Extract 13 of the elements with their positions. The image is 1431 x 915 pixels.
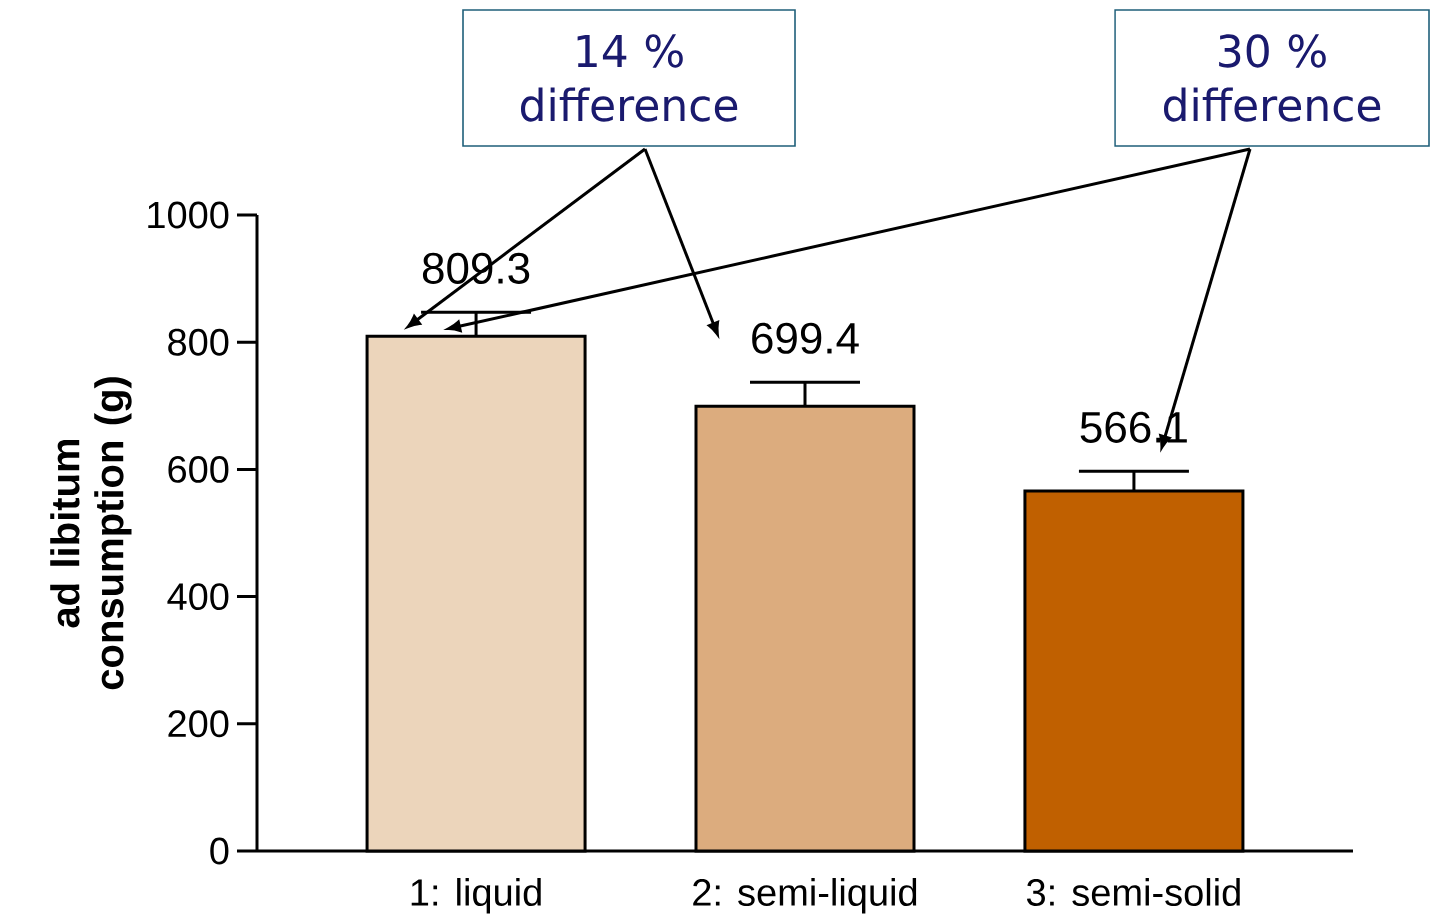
x-tick-label: 1: liquid [411,878,541,914]
text: 14 % difference [520,34,738,122]
text: 30 % difference [1163,34,1381,122]
y-tick-label: 200 [168,710,229,738]
y-tick-label: 1000 [148,201,229,229]
y-tick-label: 600 [168,455,229,483]
x-tick-label: 2: semi-liquid [693,878,917,914]
y-tick-label: 0 [210,837,229,865]
x-tick-label: 3: semi-solid [1026,878,1240,906]
y-axis-title: ad libitum consumption (g) [50,377,132,690]
y-tick-label: 800 [168,328,229,356]
y-tick-label: 400 [167,583,229,611]
data-label: 699.4 [752,322,859,354]
